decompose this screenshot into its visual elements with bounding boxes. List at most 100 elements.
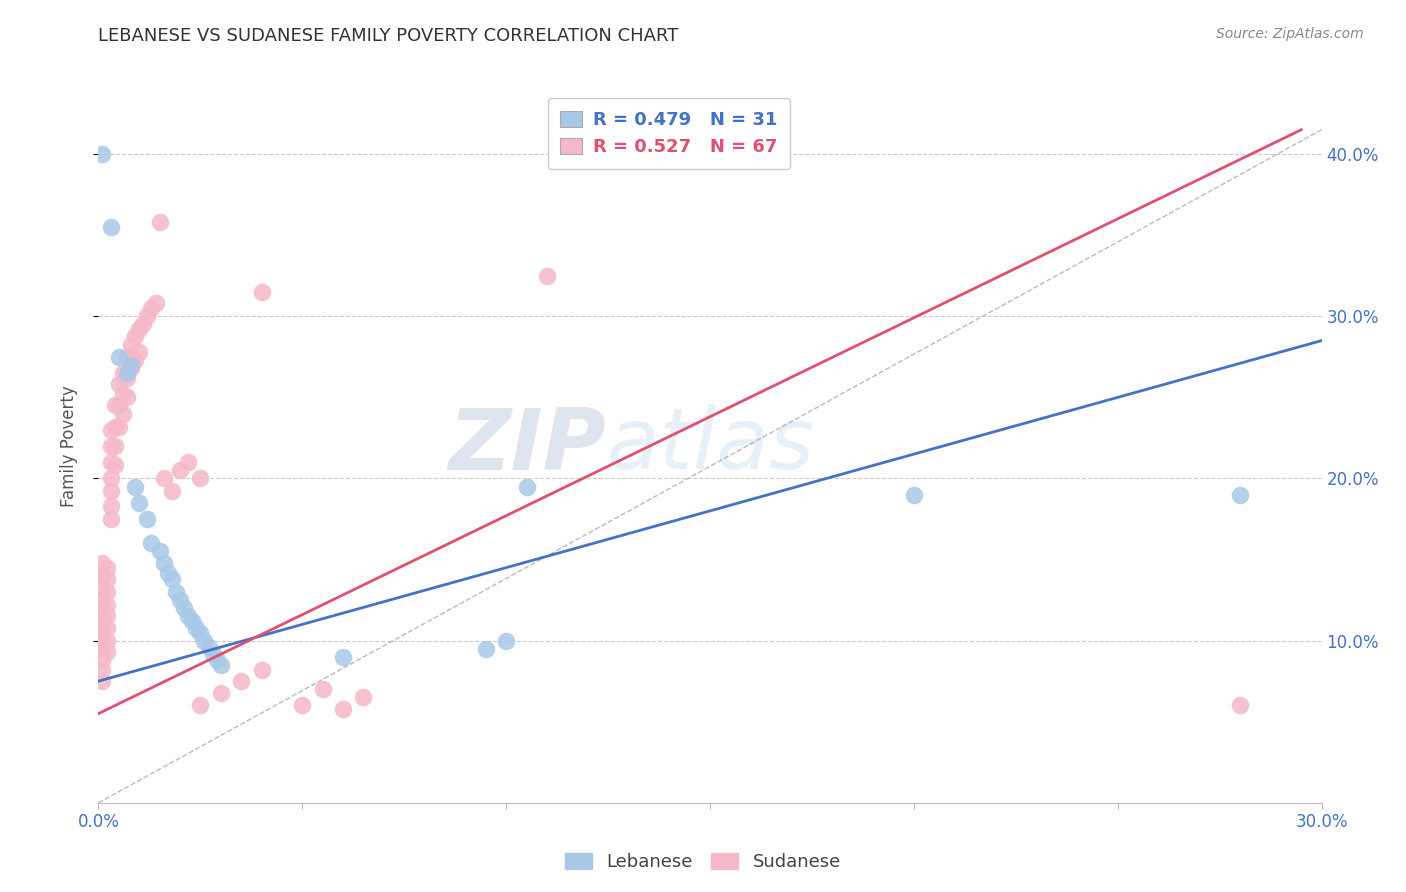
- Point: [104, 458, 127, 473]
- Point: [197, 640, 219, 654]
- Point: [91, 568, 114, 582]
- Point: [124, 353, 146, 368]
- Point: [100, 455, 122, 469]
- Y-axis label: Family Poverty: Family Poverty: [59, 385, 77, 507]
- Point: [152, 556, 174, 570]
- Point: [177, 609, 200, 624]
- Point: [536, 268, 558, 283]
- Point: [120, 338, 142, 352]
- Point: [124, 479, 146, 493]
- Point: [291, 698, 314, 713]
- Point: [132, 318, 155, 332]
- Point: [128, 345, 150, 359]
- Point: [165, 585, 187, 599]
- Point: [111, 366, 134, 380]
- Point: [91, 643, 114, 657]
- Point: [91, 663, 114, 677]
- Point: [111, 387, 134, 401]
- Point: [96, 585, 118, 599]
- Point: [145, 296, 167, 310]
- Point: [152, 471, 174, 485]
- Legend: Lebanese, Sudanese: Lebanese, Sudanese: [558, 846, 848, 879]
- Legend: R = 0.479   N = 31, R = 0.527   N = 67: R = 0.479 N = 31, R = 0.527 N = 67: [548, 98, 790, 169]
- Point: [156, 566, 179, 580]
- Text: LEBANESE VS SUDANESE FAMILY POVERTY CORRELATION CHART: LEBANESE VS SUDANESE FAMILY POVERTY CORR…: [98, 27, 679, 45]
- Point: [91, 556, 114, 570]
- Point: [100, 439, 122, 453]
- Point: [108, 399, 131, 413]
- Point: [160, 484, 183, 499]
- Point: [104, 399, 127, 413]
- Point: [193, 633, 215, 648]
- Point: [516, 479, 538, 493]
- Point: [136, 310, 159, 324]
- Point: [903, 488, 925, 502]
- Point: [149, 215, 172, 229]
- Point: [104, 439, 127, 453]
- Point: [100, 220, 122, 235]
- Point: [231, 674, 253, 689]
- Point: [104, 419, 127, 434]
- Point: [186, 621, 208, 635]
- Point: [96, 560, 118, 574]
- Point: [108, 419, 131, 434]
- Point: [96, 609, 118, 624]
- Point: [177, 455, 200, 469]
- Point: [91, 674, 114, 689]
- Point: [96, 572, 118, 586]
- Point: [108, 377, 131, 392]
- Point: [100, 484, 122, 499]
- Point: [205, 653, 228, 667]
- Point: [201, 647, 224, 661]
- Point: [96, 633, 118, 648]
- Point: [91, 653, 114, 667]
- Point: [91, 591, 114, 606]
- Point: [209, 685, 232, 699]
- Point: [96, 598, 118, 612]
- Point: [91, 147, 114, 161]
- Point: [173, 601, 195, 615]
- Point: [332, 649, 354, 664]
- Point: [91, 633, 114, 648]
- Point: [91, 621, 114, 635]
- Point: [96, 621, 118, 635]
- Point: [115, 390, 138, 404]
- Point: [188, 625, 212, 640]
- Point: [474, 641, 498, 656]
- Point: [100, 471, 122, 485]
- Point: [96, 645, 118, 659]
- Point: [169, 463, 191, 477]
- Point: [100, 499, 122, 513]
- Point: [181, 614, 204, 628]
- Point: [100, 512, 122, 526]
- Point: [115, 366, 138, 380]
- Point: [115, 350, 138, 364]
- Point: [91, 582, 114, 596]
- Point: [495, 633, 517, 648]
- Point: [250, 663, 273, 677]
- Point: [169, 593, 191, 607]
- Point: [1229, 488, 1251, 502]
- Point: [149, 544, 172, 558]
- Point: [1229, 698, 1251, 713]
- Point: [108, 350, 131, 364]
- Point: [120, 361, 142, 376]
- Point: [250, 285, 273, 299]
- Point: [160, 572, 183, 586]
- Point: [115, 371, 138, 385]
- Point: [209, 657, 232, 672]
- Point: [141, 536, 163, 550]
- Point: [188, 471, 212, 485]
- Point: [128, 322, 150, 336]
- Point: [141, 301, 163, 315]
- Text: ZIP: ZIP: [449, 404, 606, 488]
- Point: [91, 609, 114, 624]
- Point: [332, 702, 354, 716]
- Point: [111, 407, 134, 421]
- Point: [100, 423, 122, 437]
- Point: [128, 496, 150, 510]
- Text: Source: ZipAtlas.com: Source: ZipAtlas.com: [1216, 27, 1364, 41]
- Point: [124, 328, 146, 343]
- Point: [91, 601, 114, 615]
- Point: [188, 698, 212, 713]
